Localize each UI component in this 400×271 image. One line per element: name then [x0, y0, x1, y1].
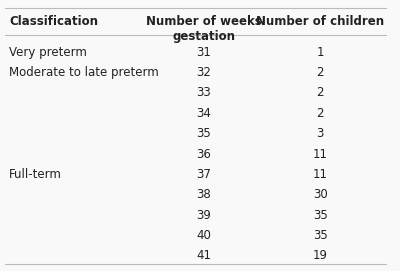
Text: 1: 1 — [316, 46, 324, 59]
Text: 39: 39 — [196, 209, 211, 222]
Text: 33: 33 — [196, 86, 211, 99]
Text: 2: 2 — [316, 86, 324, 99]
Text: 11: 11 — [313, 148, 328, 161]
Text: 3: 3 — [317, 127, 324, 140]
Text: Number of weeks
gestation: Number of weeks gestation — [146, 15, 262, 43]
Text: 11: 11 — [313, 168, 328, 181]
Text: Number of children: Number of children — [256, 15, 384, 28]
Text: 31: 31 — [196, 46, 211, 59]
Text: Classification: Classification — [9, 15, 98, 28]
Text: Very preterm: Very preterm — [9, 46, 87, 59]
Text: 35: 35 — [196, 127, 211, 140]
Text: 2: 2 — [316, 66, 324, 79]
Text: 32: 32 — [196, 66, 211, 79]
Text: 41: 41 — [196, 250, 211, 263]
Text: 37: 37 — [196, 168, 211, 181]
Text: 30: 30 — [313, 188, 328, 201]
Text: Full-term: Full-term — [9, 168, 62, 181]
Text: 36: 36 — [196, 148, 211, 161]
Text: Moderate to late preterm: Moderate to late preterm — [9, 66, 159, 79]
Text: 35: 35 — [313, 209, 328, 222]
Text: 40: 40 — [196, 229, 211, 242]
Text: 35: 35 — [313, 229, 328, 242]
Text: 34: 34 — [196, 107, 211, 120]
Text: 38: 38 — [196, 188, 211, 201]
Text: 19: 19 — [313, 250, 328, 263]
Text: 2: 2 — [316, 107, 324, 120]
